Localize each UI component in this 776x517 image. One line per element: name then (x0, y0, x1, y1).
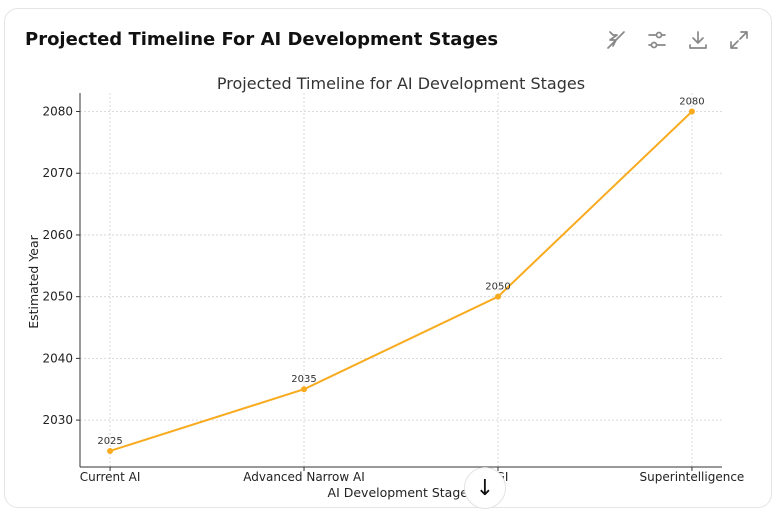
data-point (107, 447, 114, 454)
y-tick-label: 2070 (42, 166, 73, 180)
card-title: Projected Timeline For AI Development St… (25, 29, 499, 50)
x-tick-label: Advanced Narrow AI (243, 470, 365, 484)
y-axis-label: Estimated Year (26, 234, 41, 328)
y-tick-label: 2040 (42, 351, 73, 365)
hide-interactivity-icon[interactable] (604, 28, 628, 52)
y-tick-label: 2050 (42, 290, 73, 304)
y-tick-label: 2030 (42, 413, 73, 427)
y-tick-label: 2080 (42, 105, 73, 119)
arrow-down-icon: ↓ (475, 475, 495, 501)
chart-title: Projected Timeline for AI Development St… (217, 74, 585, 93)
x-axis-label: AI Development Stages (328, 485, 475, 500)
data-label: 2025 (97, 436, 122, 447)
data-label: 2035 (291, 374, 316, 385)
expand-icon[interactable] (727, 28, 751, 52)
x-tick-label: Current AI (80, 470, 141, 484)
chart-card (4, 8, 772, 508)
download-icon[interactable] (686, 28, 710, 52)
series-line (109, 110, 693, 452)
data-point (301, 386, 308, 393)
y-tick-label: 2060 (42, 228, 73, 242)
data-label: 2050 (485, 282, 510, 293)
x-tick-label: Superintelligence (640, 470, 745, 484)
data-label: 2080 (679, 97, 704, 108)
data-point (688, 108, 695, 115)
chart-toolbar (604, 28, 751, 52)
scroll-down-button[interactable]: ↓ (464, 467, 506, 509)
chart-settings-icon[interactable] (645, 28, 669, 52)
data-point (494, 293, 501, 300)
